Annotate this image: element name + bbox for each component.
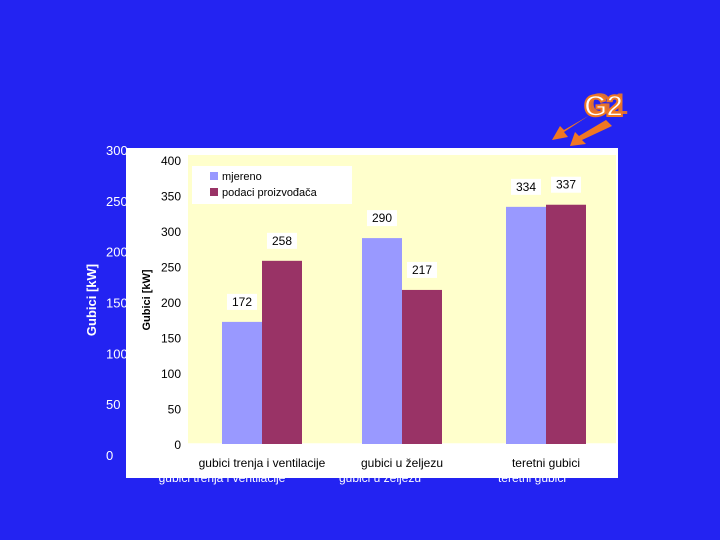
bar-manufacturer [262,260,302,444]
data-label-background [407,261,437,278]
background-y-tick-label: 200 [106,245,128,260]
bar-measured [222,321,262,444]
y-tick-label: 250 [161,261,181,275]
y-tick-label: 150 [161,332,181,346]
legend-label: mjereno [222,171,262,183]
data-label: 217 [412,263,432,277]
data-label: 334 [516,180,536,194]
data-label: 172 [232,295,252,309]
data-label: 290 [372,211,392,225]
data-label-background [511,178,541,195]
bar-manufacturer [402,289,442,444]
background-y-tick-label: 0 [106,448,113,463]
y-tick-label: 0 [174,438,181,452]
bar-measured [362,238,402,444]
x-category-label: gubici trenja i ventilacije [199,456,326,470]
background-y-tick-label: 150 [106,296,128,311]
y-tick-label: 100 [161,367,181,381]
data-label-background [227,293,257,310]
x-category-label: gubici u željezu [361,456,443,470]
data-label: 258 [272,234,292,248]
legend-swatch [210,172,218,180]
legend-swatch [210,188,218,196]
badge-g2: G2 [583,89,624,124]
y-tick-label: 300 [161,225,181,239]
bar-manufacturer [546,204,586,444]
data-label-background [551,176,581,193]
background-y-tick-label: 100 [106,346,128,361]
y-tick-label: 200 [161,296,181,310]
foreground-chart-y-axis-label: Gubici [kW] [141,269,153,330]
y-tick-label: 350 [161,190,181,204]
background-y-tick-label: 300 [106,143,128,158]
data-label: 337 [556,178,576,192]
legend-box [192,166,352,204]
y-tick-label: 400 [161,154,181,168]
y-tick-label: 50 [168,403,182,417]
arrow-icon-left [552,111,596,140]
x-category-label: teretni gubici [512,456,580,470]
background-y-tick-label: 50 [106,397,120,412]
data-label-background [267,232,297,249]
bar-measured [506,206,546,444]
foreground-chart: Gubici [kW] 400 350 300 250 200 150 100 50 0 172… [126,148,618,478]
legend: mjereno podaci proizvođača [192,166,352,204]
badge-g1: G1 [588,88,629,121]
arrow-icon-right [570,120,612,146]
legend-label: podaci proizvođača [222,187,318,199]
background-chart-y-axis-label: Gubici [kW] [84,264,99,336]
background-y-tick-label: 250 [106,194,128,209]
data-label-background [367,210,397,227]
arrows [552,111,612,146]
